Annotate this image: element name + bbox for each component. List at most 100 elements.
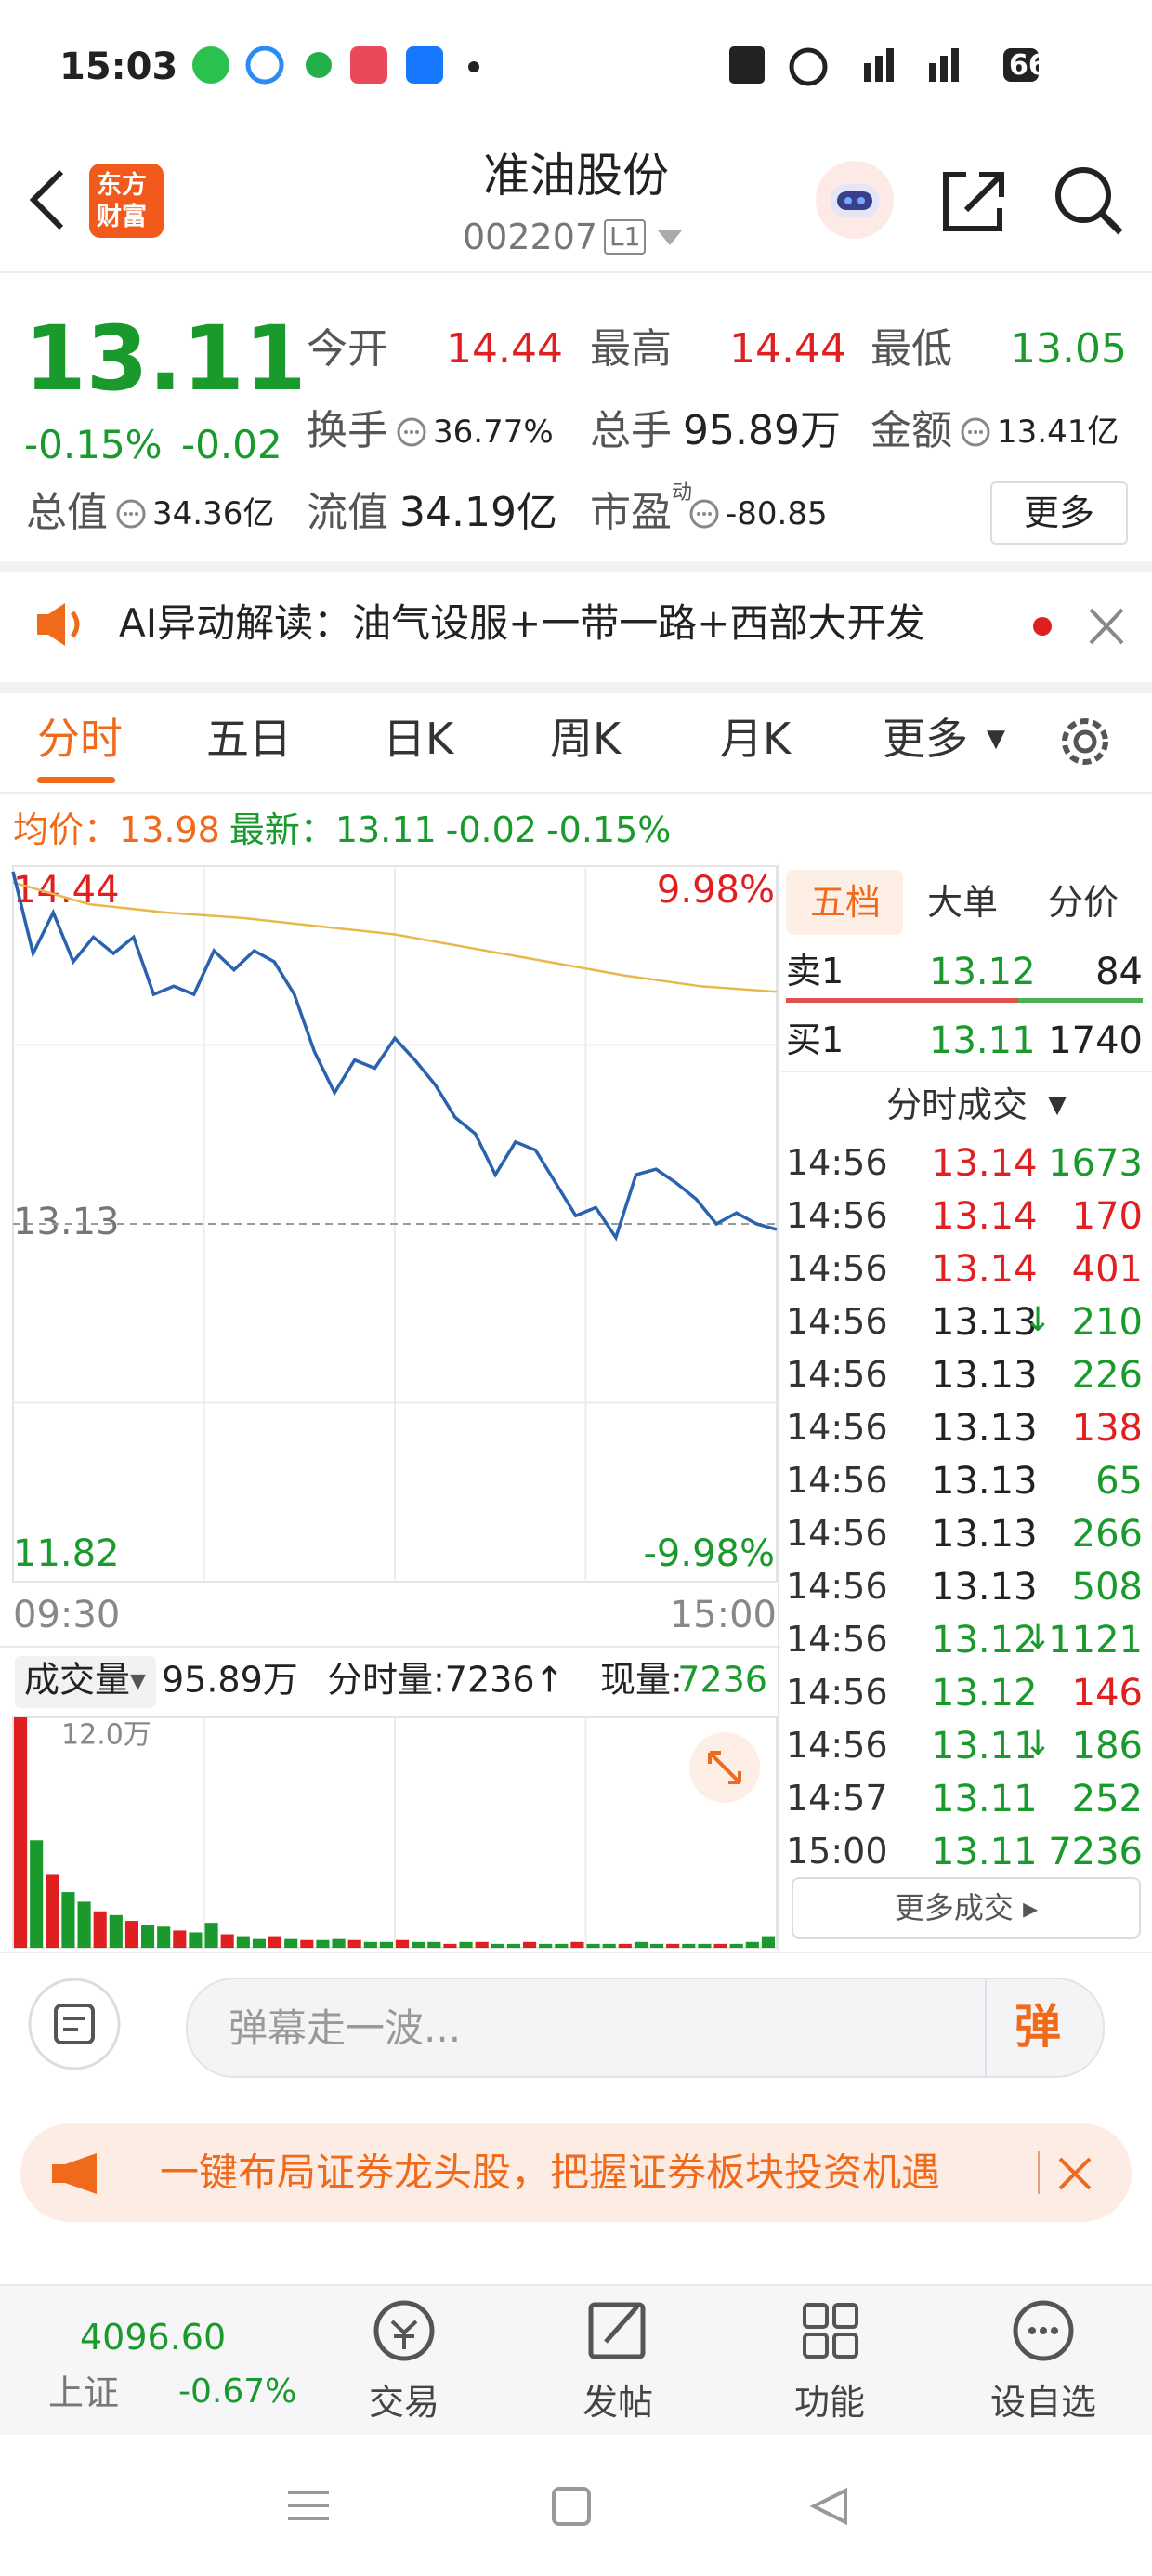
period-tab[interactable]: 周K — [550, 714, 622, 764]
trade-time: 14:56 — [786, 1566, 888, 1607]
info-icon[interactable] — [688, 498, 720, 530]
info-icon[interactable] — [396, 416, 427, 448]
trade-price: 13.11 — [931, 1831, 1038, 1873]
volume-bar — [268, 1936, 282, 1948]
info-icon[interactable] — [960, 416, 991, 448]
search-button[interactable] — [1052, 164, 1126, 238]
field-label: 换手 — [307, 407, 388, 454]
trades-dropdown: ▼ — [1048, 1091, 1067, 1119]
nav-item[interactable]: 发帖 — [582, 2382, 653, 2423]
period-tab[interactable]: 日K — [383, 714, 454, 764]
settings-button[interactable] — [1052, 708, 1119, 775]
volume-bar — [523, 1941, 537, 1948]
back-button[interactable] — [24, 167, 71, 232]
send-danmaku[interactable]: 弹 — [1015, 2000, 1061, 2054]
logo-line: 东方 — [97, 171, 147, 200]
x-axis-label: 09:30 — [13, 1594, 120, 1636]
latest-change-pct: -0.15% — [545, 809, 672, 850]
volume-bar — [220, 1934, 234, 1948]
volume-dropdown: ▼ — [130, 1670, 146, 1693]
trades-title[interactable]: 分时成交 — [886, 1084, 1028, 1125]
volume-bar — [570, 1941, 584, 1948]
input-divider — [985, 1979, 987, 2076]
status-system-icons — [729, 46, 1039, 86]
volume-bar — [204, 1923, 218, 1948]
volume-bar — [332, 1938, 346, 1948]
period-tab[interactable]: 更多 — [883, 714, 968, 764]
trade-price: 13.14 — [931, 1142, 1038, 1185]
volume-bar — [141, 1925, 155, 1948]
ai-insight[interactable]: AI异动解读：油气设服+一带一路+西部大开发 — [119, 600, 925, 646]
field-value: 95.89万 — [683, 407, 841, 454]
tab-dropdown[interactable]: ▼ — [987, 725, 1005, 753]
volume-bar — [173, 1930, 187, 1948]
info-icon[interactable] — [115, 498, 147, 530]
trade-price: 13.13 — [931, 1407, 1038, 1450]
volume-bar — [252, 1938, 266, 1948]
close-banner[interactable] — [1056, 2155, 1093, 2192]
market-badge[interactable]: L1 — [604, 219, 647, 255]
nav-item[interactable]: 设自选 — [989, 2382, 1096, 2423]
field-label: 金额 — [871, 407, 952, 454]
field-value: -80.85 — [726, 495, 828, 532]
book-tab[interactable]: 大单 — [927, 882, 999, 923]
index-value[interactable]: 4096.60 — [80, 2317, 227, 2358]
index-change[interactable]: -0.67% — [178, 2372, 297, 2411]
period-tab[interactable]: 五日 — [206, 714, 292, 764]
nav-item[interactable]: 功能 — [793, 2382, 865, 2423]
index-name[interactable]: 上证 — [48, 2372, 120, 2413]
book-level: 卖1 — [786, 951, 844, 992]
volume-bar — [650, 1943, 664, 1948]
trade-time: 14:56 — [786, 1725, 888, 1766]
trade-volume: 210 — [1071, 1301, 1143, 1344]
volume-bar — [475, 1941, 489, 1948]
more-button[interactable]: 更多 — [990, 481, 1128, 545]
field-value: 34.36亿 — [152, 495, 275, 532]
field-value: 36.77% — [433, 414, 554, 451]
trade-volume: 170 — [1071, 1195, 1143, 1238]
trade-time: 14:56 — [786, 1195, 888, 1236]
volume-bar — [284, 1938, 298, 1948]
megaphone-icon — [52, 2153, 97, 2194]
volume-bar — [109, 1914, 123, 1948]
y2-tick-label: 9.98% — [657, 869, 775, 912]
comment-input[interactable]: 弹幕走一波... 弹 — [186, 1978, 1105, 2078]
book-tab[interactable]: 五档 — [810, 882, 882, 923]
volume-bar — [459, 1941, 473, 1948]
trade-price: 13.11 — [931, 1725, 1038, 1768]
field-value: 13.41亿 — [997, 414, 1119, 451]
danmaku-settings[interactable] — [28, 1978, 130, 2080]
change-pct: -0.15% — [24, 422, 163, 467]
volume-bar — [555, 1943, 569, 1948]
last-price: 13.11 — [24, 307, 307, 411]
ai-bar-controls[interactable] — [1029, 606, 1132, 647]
share-button[interactable] — [938, 165, 1009, 236]
book-level: 买1 — [786, 1019, 844, 1060]
trade-time: 14:56 — [786, 1513, 888, 1554]
trade-volume: 65 — [1095, 1460, 1143, 1503]
promo-banner[interactable]: 一键布局证券龙头股，把握证券板块投资机遇 — [20, 2123, 1132, 2222]
trade-time: 14:56 — [786, 1460, 888, 1501]
nav-item[interactable]: 交易 — [368, 2382, 439, 2423]
volume-bar — [618, 1943, 632, 1948]
current-volume-label: 现量: — [600, 1660, 683, 1701]
trade-price: 13.13 — [931, 1513, 1038, 1556]
expand-icon — [708, 1751, 741, 1784]
period-tab[interactable]: 月K — [720, 714, 792, 764]
volume-bar — [713, 1943, 727, 1948]
tab-highlight — [786, 870, 903, 935]
volume-bar — [761, 1936, 775, 1948]
trade-time: 14:57 — [786, 1778, 888, 1819]
more-trades-button[interactable]: 更多成交 ▸ — [792, 1877, 1141, 1939]
volume-bar — [189, 1932, 203, 1948]
field-label-sup: 动 — [672, 481, 693, 505]
app-logo[interactable]: 东方 财富 — [89, 164, 164, 238]
book-tab[interactable]: 分价 — [1048, 882, 1119, 923]
volume-bar — [729, 1943, 743, 1948]
period-tab[interactable]: 分时 — [37, 714, 123, 764]
trade-price: 13.12 — [931, 1619, 1038, 1662]
assistant-robot[interactable] — [813, 158, 897, 242]
change: -0.02 — [181, 422, 282, 467]
trade-flag: ↓ — [1024, 1301, 1053, 1339]
